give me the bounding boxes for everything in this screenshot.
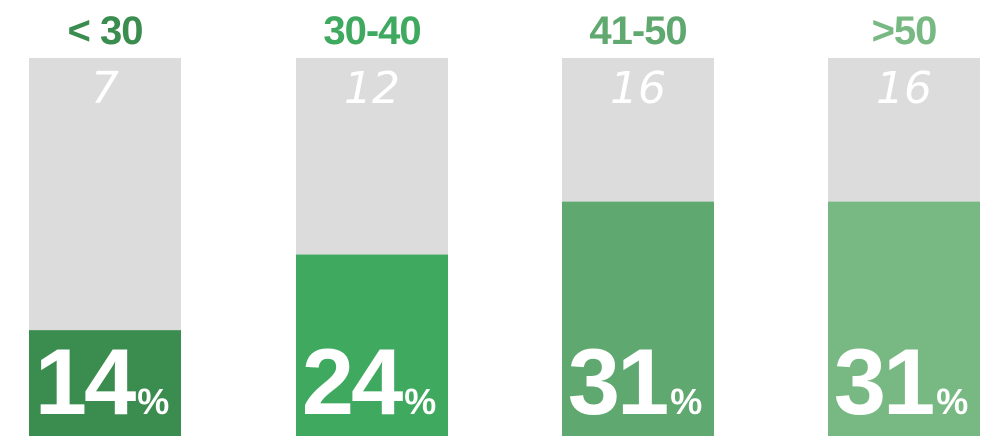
category-label: < 30 [68, 9, 143, 53]
percent-value: 31 [568, 329, 667, 434]
bar [296, 254, 448, 436]
count-label: 7 [91, 63, 119, 114]
percent-sign: % [670, 381, 702, 422]
bar-group: >50 16 31% [828, 9, 980, 436]
percent-value: 31 [834, 329, 933, 434]
percent-value: 14 [35, 329, 136, 434]
category-label: >50 [872, 9, 937, 53]
percent-label: 31% [834, 329, 969, 434]
percent-value: 24 [302, 329, 403, 434]
percent-sign: % [137, 381, 169, 422]
category-label: 41-50 [589, 9, 686, 53]
bar [29, 330, 181, 436]
bar-group: 41-50 16 31% [562, 9, 714, 436]
bar [562, 201, 714, 436]
bar-group: 30-40 12 24% [296, 9, 448, 436]
percent-label: 31% [568, 329, 703, 434]
count-label: 16 [610, 63, 666, 114]
bar [828, 201, 980, 436]
bar-group: < 30 7 14% [29, 9, 181, 436]
category-label: 30-40 [323, 9, 420, 53]
count-label: 16 [876, 63, 932, 114]
percent-sign: % [404, 381, 436, 422]
percent-label: 24% [302, 329, 437, 434]
percent-label: 14% [35, 329, 170, 434]
percent-sign: % [936, 381, 968, 422]
count-label: 12 [344, 63, 400, 114]
